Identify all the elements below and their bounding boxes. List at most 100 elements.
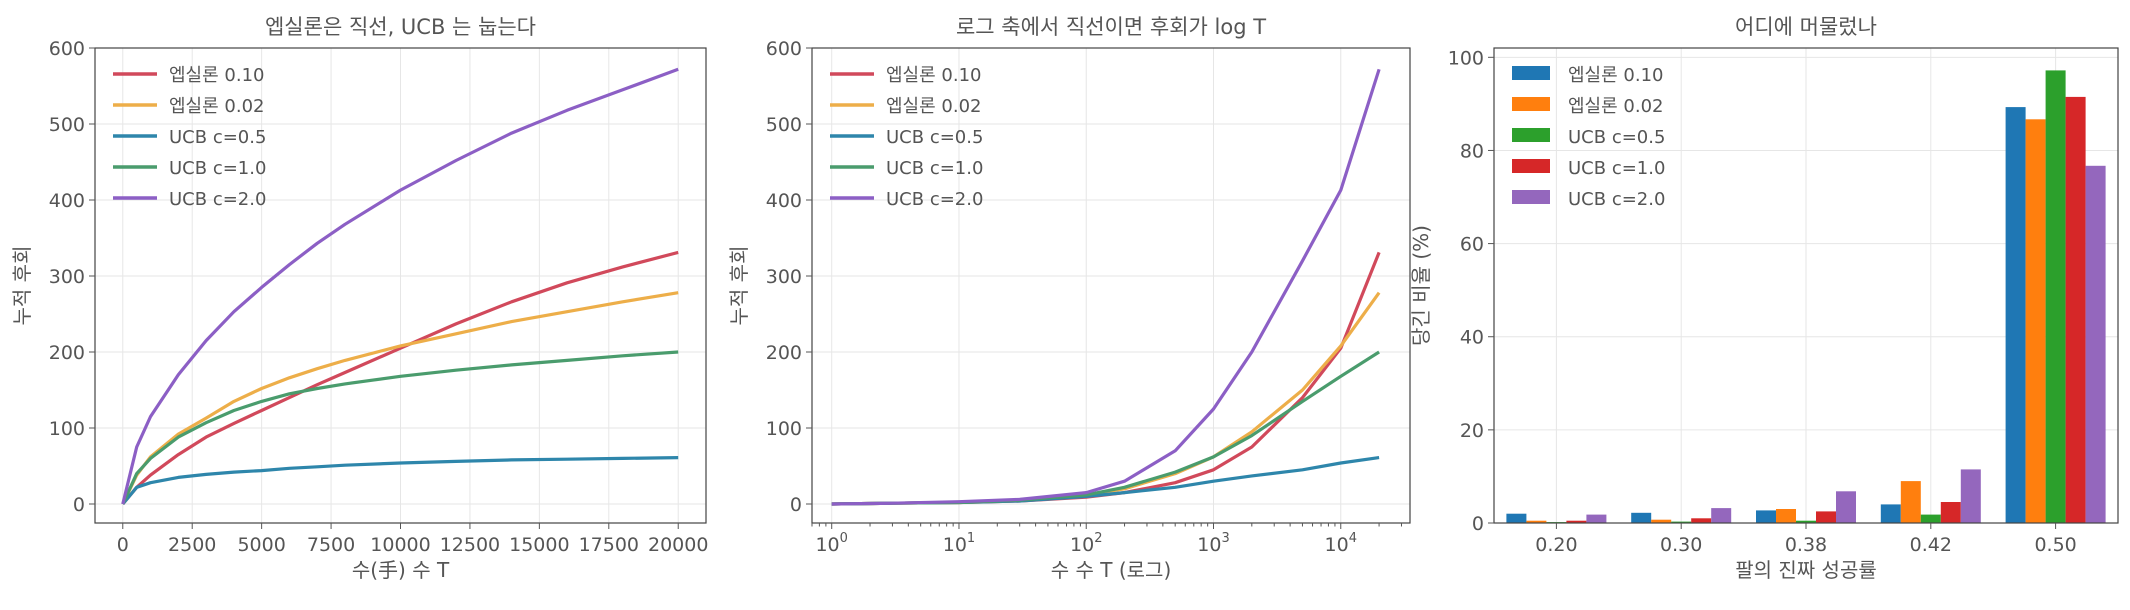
- series-line: [831, 291, 1381, 506]
- y-tick-label: 600: [766, 38, 802, 60]
- bar: [2085, 165, 2106, 524]
- legend-entry: UCB c=0.5: [169, 127, 266, 148]
- y-axis-label-3: 당긴 비율 (%): [1409, 225, 1433, 346]
- bar: [1711, 508, 1732, 523]
- chart-panel-1: 0 2500 5000 7500 10000 12500 15000 17500 20000 0 1…: [10, 15, 708, 582]
- y-tick-label: 500: [766, 114, 802, 136]
- legend-entry: UCB c=2.0: [169, 189, 266, 210]
- y-tick-label: 0: [790, 494, 802, 516]
- legend-entry: 엡실론 0.10: [1568, 65, 1663, 86]
- bar: [1671, 521, 1692, 523]
- y-tick-label: 500: [49, 114, 85, 136]
- y-tick-label: 80: [1460, 140, 1484, 162]
- x-tick-label: 100: [815, 531, 847, 556]
- legend-entry: UCB c=1.0: [886, 158, 983, 179]
- y-tick-label: 300: [49, 266, 85, 288]
- legend-entry: 엡실론 0.02: [886, 96, 981, 117]
- legend-entry: UCB c=1.0: [169, 158, 266, 179]
- bar: [1566, 520, 1587, 523]
- y-axis-label-1: 누적 후회: [10, 246, 34, 326]
- series-line: [121, 456, 679, 506]
- y-tick-label: 60: [1460, 234, 1484, 256]
- bar: [2065, 96, 2086, 524]
- series-line: [121, 350, 679, 505]
- legend-entry: 엡실론 0.02: [1568, 96, 1663, 117]
- legend-swatch: [1512, 66, 1550, 80]
- y-tick-label: 300: [766, 266, 802, 288]
- x-tick-label: 101: [943, 531, 975, 556]
- chart-title-2: 로그 축에서 직선이면 후회가 log T: [956, 15, 1266, 39]
- y-tick-label: 600: [49, 38, 85, 60]
- legend-entry: 엡실론 0.10: [886, 65, 981, 86]
- series-line: [121, 291, 679, 505]
- x-tick-label: 0.30: [1660, 534, 1702, 556]
- bar: [1836, 491, 1856, 523]
- x-tick-label: 2500: [168, 534, 216, 556]
- bar: [2045, 70, 2066, 524]
- bar: [1651, 519, 1672, 523]
- legend-entry: UCB c=2.0: [886, 189, 983, 210]
- legend-3: 엡실론 0.10 엡실론 0.02 UCB c=0.5 UCB c=1.0 UCB c=…: [1512, 65, 1665, 210]
- bar: [1880, 504, 1901, 523]
- x-tick-label: 10000: [370, 534, 430, 556]
- x-tick-label: 15000: [509, 534, 569, 556]
- x-tick-label: 0.20: [1535, 534, 1577, 556]
- bar: [1796, 520, 1816, 523]
- y-axis-label-2: 누적 후회: [727, 246, 751, 326]
- y-tick-label: 100: [1448, 47, 1484, 69]
- series-line: [121, 67, 679, 505]
- bar: [1816, 511, 1836, 523]
- bar: [1920, 514, 1941, 523]
- x-tick-label: 17500: [579, 534, 639, 556]
- plot-frame: [811, 47, 1411, 524]
- bar: [1776, 509, 1796, 523]
- series-line: [831, 456, 1380, 506]
- x-tick-label: 0.50: [2034, 534, 2076, 556]
- x-tick-label: 103: [1197, 531, 1229, 556]
- bar: [1756, 510, 1776, 523]
- legend-swatch: [1512, 190, 1550, 204]
- bar: [2025, 119, 2046, 524]
- x-tick-label: 7500: [307, 534, 355, 556]
- y-tick-label: 100: [766, 418, 802, 440]
- x-tick-label: 102: [1070, 531, 1102, 556]
- y-tick-label: 20: [1460, 420, 1484, 442]
- chart-panel-3: 0.20 0.30 0.38 0.42 0.50 0 20 40 60 80 100 어디에 머물렀나…: [1409, 15, 2119, 582]
- legend-entry: 엡실론 0.02: [169, 96, 264, 117]
- legend-entry: UCB c=1.0: [1568, 158, 1665, 179]
- bar: [1526, 520, 1547, 523]
- x-axis-label-1: 수(手) 수 T: [352, 558, 450, 582]
- y-tick-label: 100: [49, 418, 85, 440]
- y-tick-label: 400: [766, 190, 802, 212]
- y-tick-label: 40: [1460, 327, 1484, 349]
- x-tick-label: 104: [1325, 531, 1357, 556]
- x-axis-label-3: 팔의 진짜 성공률: [1735, 558, 1877, 582]
- x-tick-label: 0.42: [1910, 534, 1952, 556]
- bar: [1960, 469, 1981, 523]
- legend-entry: UCB c=2.0: [1568, 189, 1665, 210]
- legend-entry: UCB c=0.5: [1568, 127, 1665, 148]
- legend-entry: UCB c=0.5: [886, 127, 983, 148]
- x-tick-label: 0: [117, 534, 129, 556]
- x-tick-label: 12500: [440, 534, 500, 556]
- y-tick-label: 0: [73, 494, 85, 516]
- bar: [1940, 502, 1961, 523]
- bar: [1691, 518, 1712, 523]
- bar: [1631, 512, 1652, 523]
- chart-title-1: 엡실론은 직선, UCB 는 눕는다: [265, 15, 536, 39]
- bar: [1506, 513, 1527, 523]
- chart-panel-2: 100 101 102 103 104 0 100 200 300 400 500 600 로그 축에서…: [727, 15, 1411, 582]
- y-tick-label: 0: [1472, 513, 1484, 535]
- x-tick-label: 0.38: [1785, 534, 1827, 556]
- x-tick-label: 20000: [648, 534, 708, 556]
- legend-swatch: [1512, 128, 1550, 142]
- legend-swatch: [1512, 97, 1550, 111]
- bar: [2005, 107, 2026, 523]
- x-axis-label-2: 수 수 T (로그): [1051, 558, 1172, 582]
- chart-title-3: 어디에 머물렀나: [1735, 15, 1877, 39]
- y-tick-label: 400: [49, 190, 85, 212]
- y-tick-label: 200: [766, 342, 802, 364]
- series-line: [831, 68, 1381, 506]
- bar: [1900, 481, 1921, 523]
